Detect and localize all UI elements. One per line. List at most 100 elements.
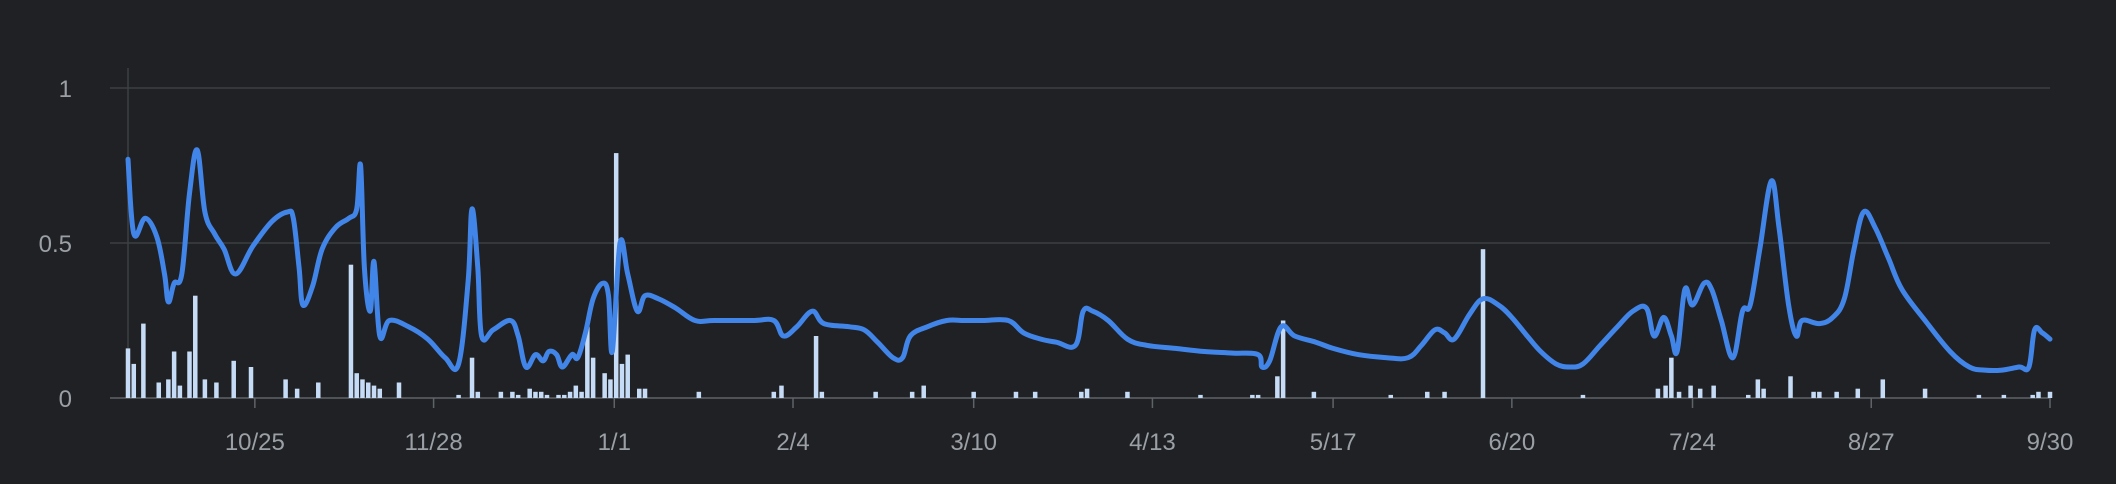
bar [510,391,515,398]
bar [283,379,288,398]
bar [1688,385,1693,398]
x-tick-label: 4/13 [1129,429,1176,456]
bar [527,388,532,398]
bar [771,391,777,398]
bar [456,394,461,398]
bar [567,391,573,398]
x-tick-label: 3/10 [950,429,997,456]
bar [625,354,630,398]
bar [1250,394,1255,398]
bar [1711,385,1716,398]
bar [515,394,521,398]
bar [202,379,208,398]
bar [1788,376,1793,398]
bar [377,388,383,398]
x-tick-label: 11/28 [404,429,462,456]
x-tick-label: 1/1 [598,429,631,456]
bar [642,388,648,398]
bar [1976,394,1982,398]
y-tick-label: 0 [59,386,72,413]
x-tick-label: 2/4 [776,429,809,456]
bar [1676,391,1682,398]
bar [779,385,784,398]
bar [348,264,354,398]
bar [1388,394,1394,398]
bar [156,382,162,398]
grid-layer [110,68,2051,408]
bar [1125,391,1130,398]
bar [1255,394,1261,398]
x-tick-label: 10/25 [225,429,285,456]
bar [696,391,702,398]
bar [579,391,584,398]
bar [1855,388,1861,398]
x-tick-label: 7/24 [1669,429,1716,456]
trend-line [125,147,2053,374]
bar [469,357,475,398]
bar [371,385,377,398]
bar [231,360,236,398]
bar [1669,357,1674,398]
bar [294,388,300,398]
bar [1442,391,1447,398]
bar [1084,388,1090,398]
bar [131,363,137,398]
bar [544,394,550,398]
bar [475,391,481,398]
bar [1580,394,1586,398]
bar [909,391,915,398]
bar [1834,391,1839,398]
bar [1032,391,1038,398]
bar [608,379,613,398]
bar [813,336,819,398]
bar-series [125,153,2053,398]
bar [1655,388,1661,398]
bar [354,373,359,398]
bar [1013,391,1019,398]
bar [873,391,878,398]
bar [2001,394,2007,398]
y-axis-tick-labels: 00.51 [39,76,72,413]
bar [538,391,544,398]
bar [1425,391,1430,398]
bar [1755,379,1761,398]
bar [316,382,321,398]
bar [166,379,171,398]
bar [1697,388,1703,398]
line-series [125,147,2053,374]
bar [193,295,198,398]
bar [1311,391,1317,398]
bar [921,385,926,398]
bar [1922,388,1928,398]
bar [1079,391,1084,398]
bar [533,391,538,398]
bar [248,367,254,398]
bar [171,351,177,398]
x-tick-label: 6/20 [1488,429,1535,456]
bar [498,391,504,398]
bar [1480,249,1486,398]
y-tick-label: 0.5 [39,231,72,258]
y-tick-label: 1 [59,76,72,103]
bar [556,394,561,398]
x-tick-label: 9/30 [2027,429,2074,456]
bar [819,391,825,398]
bar [177,385,183,398]
bar [1198,394,1203,398]
bar [396,382,402,398]
bar [1880,379,1886,398]
x-tick-label: 5/17 [1310,429,1357,456]
bar [619,363,625,398]
bar [562,394,567,398]
bar [2047,391,2053,398]
bar [602,373,607,398]
bar [585,326,590,398]
bar [1280,320,1286,398]
bar [590,357,596,398]
bar [125,348,131,398]
bar [1663,385,1668,398]
bar [366,382,371,398]
bar [1817,391,1822,398]
bar [2030,394,2035,398]
